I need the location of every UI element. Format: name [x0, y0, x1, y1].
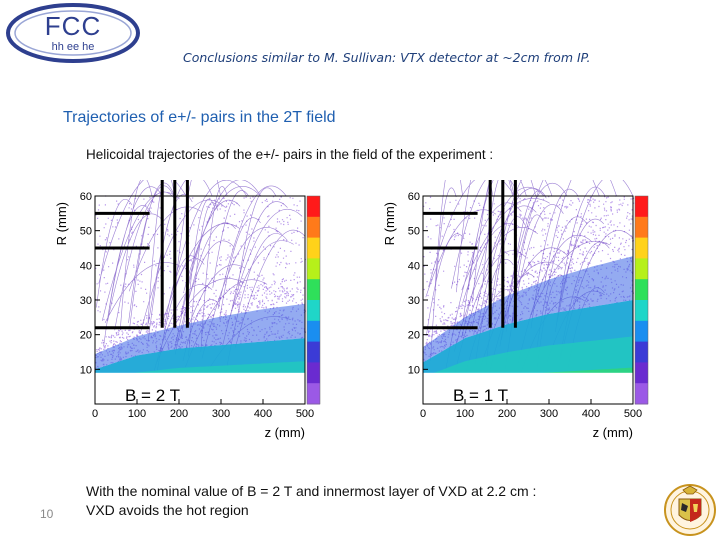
field-label: B = 1 T	[453, 386, 508, 405]
x-tick-label: 200	[170, 408, 188, 420]
color-scale-segment	[307, 258, 320, 280]
color-scale-segment	[307, 362, 320, 384]
color-scale-segment	[635, 341, 648, 363]
x-tick-label: 400	[582, 408, 600, 420]
x-axis-label: z (mm)	[593, 425, 633, 440]
color-scale-segment	[635, 300, 648, 322]
figure-caption: Helicoidal trajectories of the e+/- pair…	[86, 147, 494, 162]
y-tick-label: 20	[80, 330, 92, 342]
y-axis-label: R (mm)	[382, 202, 397, 245]
x-tick-label: 0	[92, 408, 98, 420]
color-scale-segment	[307, 279, 320, 301]
section-title: Trajectories of e+/- pairs in the 2T fie…	[63, 109, 336, 126]
y-tick-label: 10	[408, 364, 420, 376]
university-crest-icon	[664, 484, 716, 536]
x-tick-label: 200	[498, 408, 516, 420]
color-scale-segment	[635, 362, 648, 384]
color-scale-segment	[307, 320, 320, 343]
transition-band	[423, 256, 633, 363]
label-box	[423, 372, 633, 404]
x-tick-label: 300	[540, 408, 558, 420]
slide-subtitle: Conclusions similar to M. Sullivan: VTX …	[183, 50, 591, 65]
color-scale-segment	[307, 341, 320, 363]
color-scale-segment	[307, 383, 320, 405]
label-box	[95, 372, 305, 404]
field-label: B = 2 T	[125, 386, 180, 405]
y-axis-label: R (mm)	[54, 202, 69, 245]
color-scale-segment	[307, 237, 320, 259]
conclusion-line-2: VXD avoids the hot region	[86, 502, 249, 518]
color-scale-segment	[635, 258, 648, 280]
color-scale-segment	[635, 237, 648, 259]
x-tick-label: 500	[624, 408, 642, 420]
x-axis-label: z (mm)	[265, 425, 305, 440]
y-tick-label: 30	[408, 295, 420, 307]
y-tick-label: 50	[80, 226, 92, 238]
y-tick-label: 30	[80, 295, 92, 307]
color-scale-segment	[635, 216, 648, 239]
fcc-logo: FCC hh ee he	[6, 3, 140, 63]
y-tick-label: 60	[408, 191, 420, 203]
x-tick-label: 0	[420, 408, 426, 420]
y-tick-label: 10	[80, 364, 92, 376]
color-scale-segment	[307, 216, 320, 239]
color-scale-frame	[634, 195, 649, 405]
y-tick-label: 60	[80, 191, 92, 203]
page-number: 10	[40, 507, 54, 521]
x-tick-label: 500	[296, 408, 314, 420]
logo-main-text: FCC	[45, 11, 101, 41]
y-tick-label: 50	[408, 226, 420, 238]
trajectory-plot-2t: 0 100 200 300 400 500 10 20 30 40 50 60 z (mm) R (mm)…	[54, 180, 321, 440]
color-scale-segment	[635, 320, 648, 343]
color-scale-frame	[306, 195, 321, 405]
color-scale-segment	[307, 196, 320, 218]
color-scale-segment	[635, 196, 648, 218]
color-scale-segment	[307, 300, 320, 322]
color-scale-segment	[635, 383, 648, 405]
logo-sub-text: hh ee he	[52, 41, 95, 53]
transition-band	[95, 303, 305, 370]
x-tick-label: 400	[254, 408, 272, 420]
y-tick-label: 20	[408, 330, 420, 342]
x-tick-label: 100	[456, 408, 474, 420]
x-tick-label: 100	[128, 408, 146, 420]
conclusion-text: With the nominal value of B = 2 T and in…	[86, 482, 536, 520]
y-tick-label: 40	[80, 260, 92, 272]
conclusion-line-1: With the nominal value of B = 2 T and in…	[86, 483, 537, 499]
color-scale-segment	[635, 279, 648, 301]
x-tick-label: 300	[212, 408, 230, 420]
y-tick-label: 40	[408, 260, 420, 272]
trajectory-plot-1t: 0 100 200 300 400 500 10 20 30 40 50 60 z (mm) R (mm)…	[382, 180, 649, 440]
